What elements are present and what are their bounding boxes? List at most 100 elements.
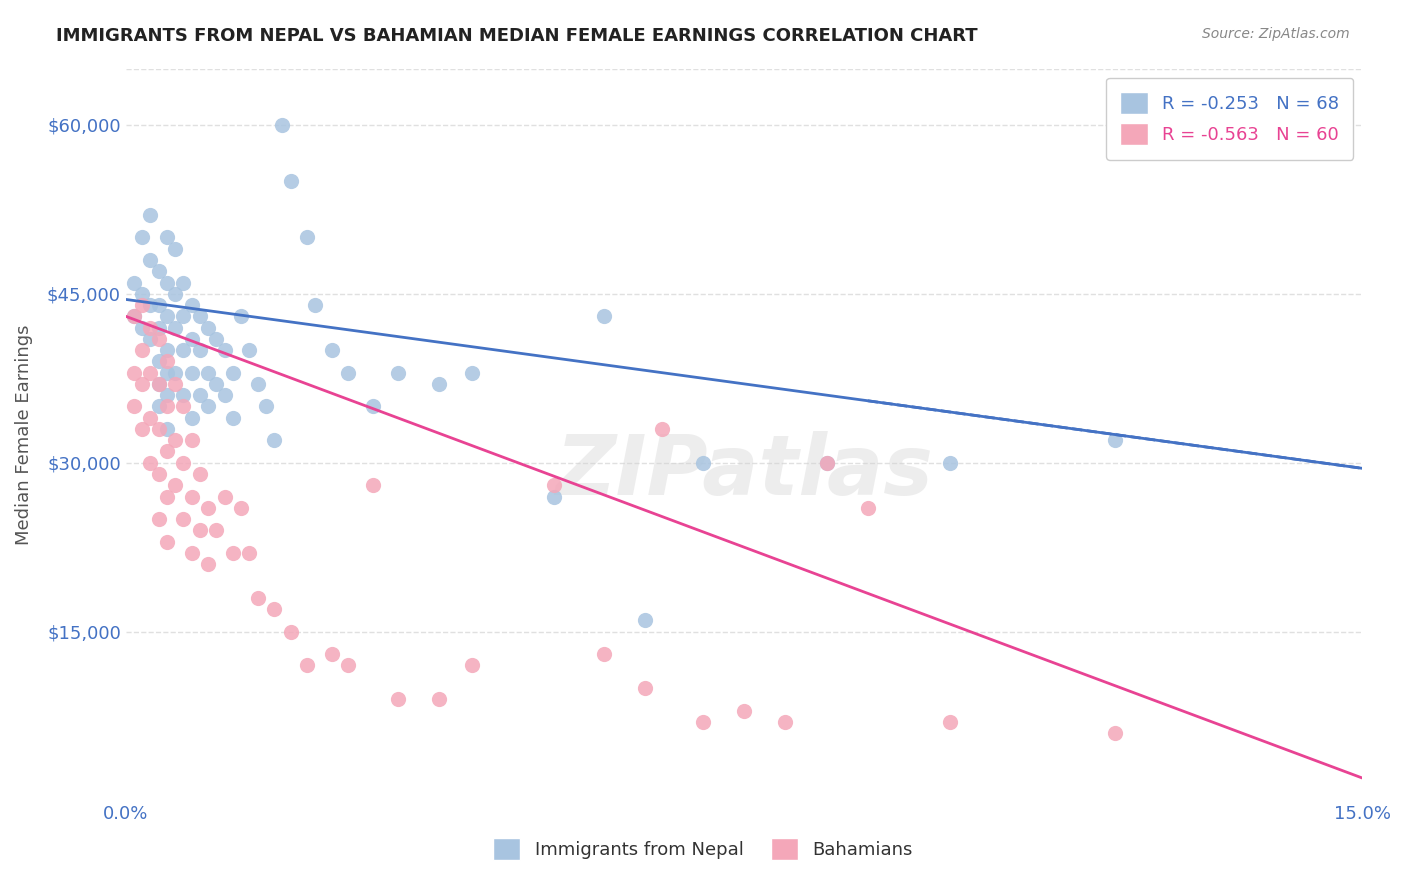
Point xyxy=(197,500,219,515)
Point xyxy=(197,557,219,571)
Point xyxy=(214,388,236,402)
Point xyxy=(939,714,962,729)
Point xyxy=(593,647,616,661)
Point xyxy=(361,400,384,414)
Point xyxy=(263,602,285,616)
Point xyxy=(593,310,616,324)
Point xyxy=(205,332,228,346)
Point xyxy=(295,230,318,244)
Point xyxy=(856,500,879,515)
Point xyxy=(427,376,450,391)
Point xyxy=(197,400,219,414)
Point xyxy=(321,343,343,357)
Point xyxy=(165,366,187,380)
Point xyxy=(131,422,153,436)
Point xyxy=(131,376,153,391)
Point xyxy=(205,376,228,391)
Point xyxy=(172,276,194,290)
Point xyxy=(634,681,657,695)
Point xyxy=(156,422,179,436)
Point xyxy=(165,320,187,334)
Point xyxy=(1104,726,1126,740)
Point xyxy=(172,310,194,324)
Legend: Immigrants from Nepal, Bahamians: Immigrants from Nepal, Bahamians xyxy=(479,823,927,874)
Point xyxy=(461,658,484,673)
Point xyxy=(180,298,202,312)
Point xyxy=(815,456,838,470)
Point xyxy=(165,376,187,391)
Point xyxy=(148,354,170,368)
Point xyxy=(148,298,170,312)
Point xyxy=(222,410,245,425)
Point xyxy=(238,343,260,357)
Point xyxy=(139,410,162,425)
Point xyxy=(337,366,360,380)
Point xyxy=(156,354,179,368)
Point xyxy=(148,400,170,414)
Point xyxy=(280,174,302,188)
Legend: R = -0.253   N = 68, R = -0.563   N = 60: R = -0.253 N = 68, R = -0.563 N = 60 xyxy=(1107,78,1354,160)
Point xyxy=(165,242,187,256)
Point xyxy=(180,366,202,380)
Point xyxy=(139,320,162,334)
Point xyxy=(131,343,153,357)
Point xyxy=(295,658,318,673)
Point xyxy=(543,490,565,504)
Point xyxy=(651,422,673,436)
Point xyxy=(461,366,484,380)
Point xyxy=(139,366,162,380)
Point xyxy=(231,500,253,515)
Point xyxy=(280,624,302,639)
Point xyxy=(263,433,285,447)
Point xyxy=(148,467,170,481)
Point xyxy=(148,264,170,278)
Point xyxy=(156,343,179,357)
Point xyxy=(148,320,170,334)
Point xyxy=(156,366,179,380)
Y-axis label: Median Female Earnings: Median Female Earnings xyxy=(15,325,32,545)
Point xyxy=(222,366,245,380)
Point xyxy=(131,286,153,301)
Point xyxy=(139,298,162,312)
Point xyxy=(214,490,236,504)
Point xyxy=(180,410,202,425)
Point xyxy=(139,456,162,470)
Point xyxy=(156,388,179,402)
Point xyxy=(231,310,253,324)
Point xyxy=(188,388,211,402)
Point xyxy=(271,118,294,132)
Point xyxy=(156,490,179,504)
Point xyxy=(156,230,179,244)
Point xyxy=(180,546,202,560)
Point xyxy=(165,286,187,301)
Point xyxy=(246,376,269,391)
Point xyxy=(188,467,211,481)
Point xyxy=(361,478,384,492)
Point xyxy=(634,614,657,628)
Point xyxy=(222,546,245,560)
Point xyxy=(139,208,162,222)
Point xyxy=(180,490,202,504)
Point xyxy=(543,478,565,492)
Point xyxy=(156,310,179,324)
Point xyxy=(165,433,187,447)
Point xyxy=(122,366,145,380)
Point xyxy=(939,456,962,470)
Point xyxy=(122,310,145,324)
Point xyxy=(337,658,360,673)
Point xyxy=(387,692,409,706)
Point xyxy=(197,366,219,380)
Point xyxy=(188,343,211,357)
Point xyxy=(122,400,145,414)
Point xyxy=(172,456,194,470)
Point xyxy=(172,400,194,414)
Point xyxy=(148,512,170,526)
Point xyxy=(246,591,269,605)
Point xyxy=(692,456,714,470)
Point xyxy=(692,714,714,729)
Point xyxy=(321,647,343,661)
Point xyxy=(197,320,219,334)
Point xyxy=(815,456,838,470)
Text: IMMIGRANTS FROM NEPAL VS BAHAMIAN MEDIAN FEMALE EARNINGS CORRELATION CHART: IMMIGRANTS FROM NEPAL VS BAHAMIAN MEDIAN… xyxy=(56,27,977,45)
Point xyxy=(188,524,211,538)
